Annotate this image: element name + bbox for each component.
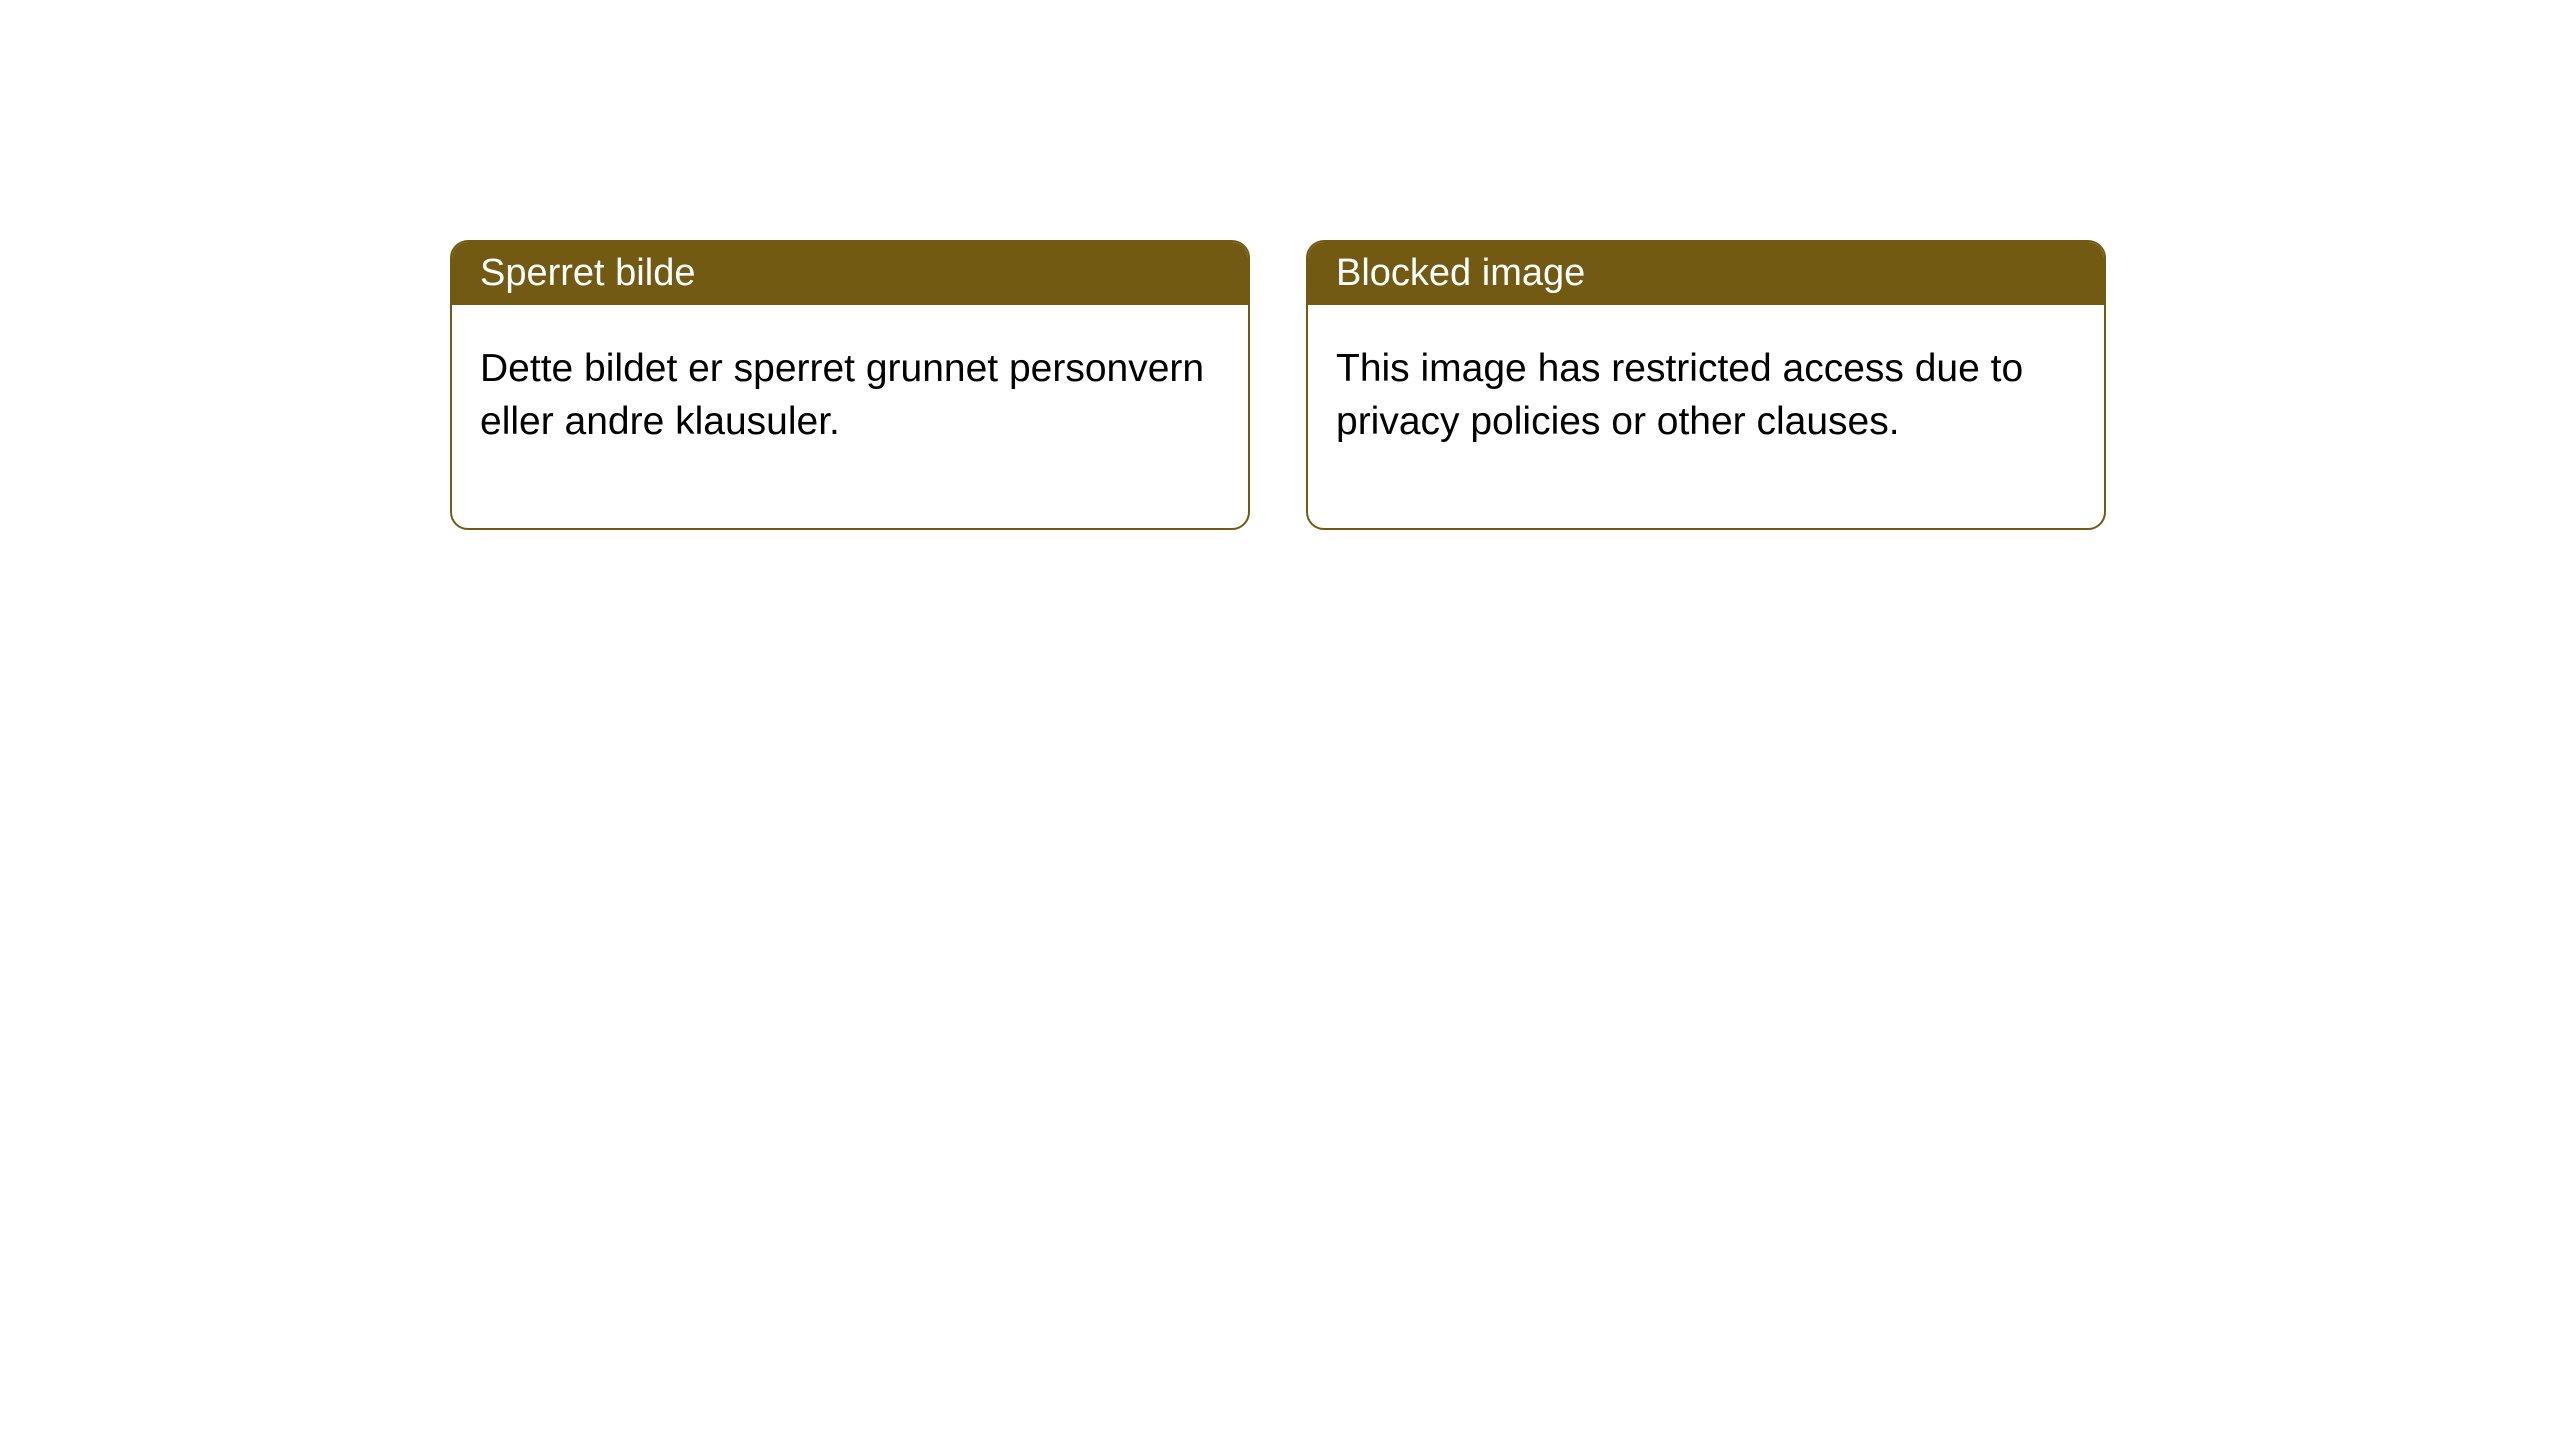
notice-container: Sperret bilde Dette bildet er sperret gr… bbox=[450, 240, 2106, 530]
notice-body: This image has restricted access due to … bbox=[1308, 305, 2104, 528]
notice-header: Blocked image bbox=[1308, 242, 2104, 305]
notice-card-norwegian: Sperret bilde Dette bildet er sperret gr… bbox=[450, 240, 1250, 530]
notice-body: Dette bildet er sperret grunnet personve… bbox=[452, 305, 1248, 528]
notice-title: Sperret bilde bbox=[480, 252, 695, 294]
notice-title: Blocked image bbox=[1336, 252, 1585, 294]
notice-card-english: Blocked image This image has restricted … bbox=[1306, 240, 2106, 530]
notice-body-text: This image has restricted access due to … bbox=[1336, 347, 2023, 443]
notice-header: Sperret bilde bbox=[452, 242, 1248, 305]
notice-body-text: Dette bildet er sperret grunnet personve… bbox=[480, 347, 1204, 443]
